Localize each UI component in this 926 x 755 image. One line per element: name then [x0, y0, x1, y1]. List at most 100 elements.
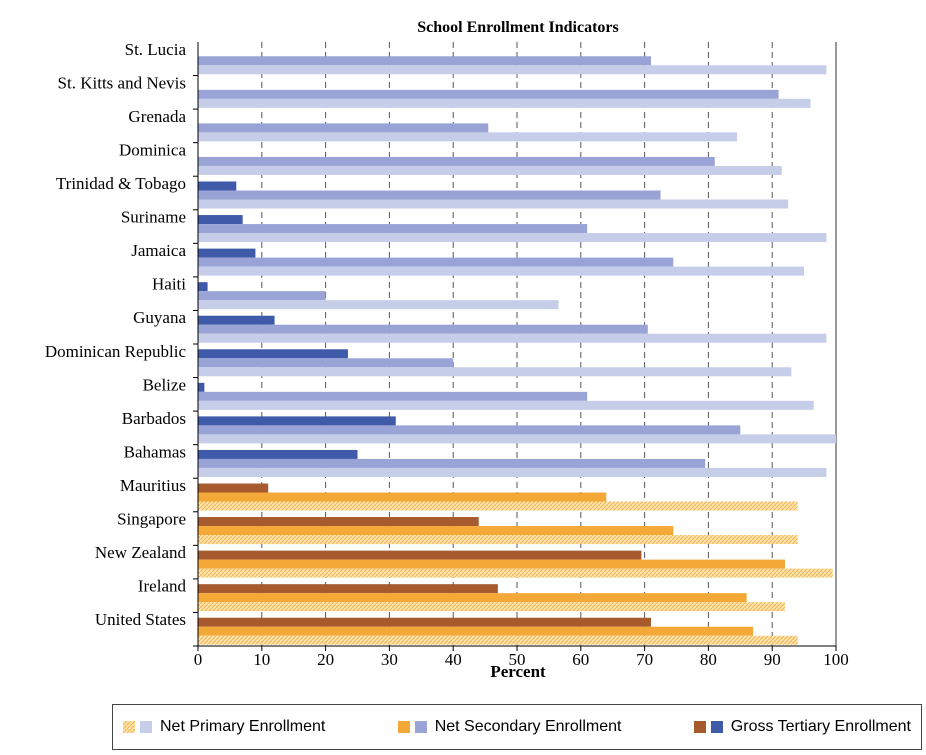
legend-swatch-secondary-comparison [397, 721, 410, 733]
legend-label-primary: Net Primary Enrollment [160, 718, 326, 735]
bar-secondary-1 [198, 89, 779, 99]
bar-tertiary-4 [198, 181, 237, 191]
bar-primary-15 [198, 568, 833, 578]
bar-tertiary-13 [198, 483, 269, 493]
category-label-0: St. Lucia [125, 40, 187, 59]
bar-secondary-9 [198, 358, 454, 368]
bar-primary-5 [198, 233, 827, 243]
bar-primary-14 [198, 535, 798, 545]
legend-label-secondary: Net Secondary Enrollment [434, 718, 622, 735]
x-tick-label-80: 80 [700, 650, 717, 669]
bar-secondary-7 [198, 291, 326, 301]
gridlines [261, 42, 837, 646]
bar-primary-7 [198, 300, 559, 310]
category-label-5: Suriname [121, 208, 186, 227]
bar-primary-6 [198, 266, 805, 276]
category-label-9: Dominican Republic [45, 342, 187, 361]
category-label-10: Belize [143, 375, 186, 394]
category-label-12: Bahamas [124, 442, 186, 461]
bar-secondary-3 [198, 156, 715, 166]
category-label-16: Ireland [138, 577, 187, 596]
axes [193, 42, 837, 651]
bar-primary-11 [198, 434, 836, 444]
legend-item-primary: Net Primary Enrollment [123, 718, 325, 736]
bar-secondary-15 [198, 559, 785, 569]
bar-secondary-10 [198, 391, 588, 401]
legend-swatch-secondary-caribbean [414, 721, 427, 733]
category-label-17: United States [95, 610, 186, 629]
bar-secondary-0 [198, 56, 651, 66]
x-tick-label-10: 10 [253, 650, 270, 669]
bar-secondary-11 [198, 425, 741, 435]
category-label-15: New Zealand [95, 543, 187, 562]
category-label-11: Barbados [122, 409, 186, 428]
legend-label-tertiary: Gross Tertiary Enrollment [730, 718, 911, 735]
bar-secondary-13 [198, 492, 607, 502]
chart-title: School Enrollment Indicators [417, 19, 619, 36]
bar-primary-0 [198, 65, 827, 75]
bar-tertiary-7 [198, 282, 208, 292]
legend-swatch-primary-comparison [123, 721, 135, 733]
x-tick-label-30: 30 [381, 650, 398, 669]
bar-tertiary-8 [198, 315, 275, 325]
bar-primary-17 [198, 635, 798, 645]
bar-tertiary-17 [198, 617, 651, 627]
x-axis-title: Percent [490, 662, 546, 681]
bar-primary-3 [198, 165, 782, 175]
bar-primary-16 [198, 602, 785, 612]
category-label-8: Guyana [133, 308, 186, 327]
bar-tertiary-12 [198, 449, 358, 459]
x-tick-label-20: 20 [317, 650, 334, 669]
x-tick-label-90: 90 [764, 650, 781, 669]
bar-secondary-14 [198, 526, 674, 536]
category-label-13: Mauritius [120, 476, 186, 495]
bar-tertiary-16 [198, 584, 498, 594]
chart: School Enrollment Indicators St. LuciaSt… [45, 19, 849, 681]
bar-tertiary-15 [198, 550, 642, 560]
category-labels: St. Lucia St. Kitts and Nevis Grenada Domin… [45, 40, 187, 629]
bar-primary-10 [198, 400, 814, 410]
bar-primary-8 [198, 333, 827, 343]
bar-primary-9 [198, 367, 792, 377]
x-tick-label-100: 100 [823, 650, 849, 669]
bars [198, 56, 836, 645]
x-tick-label-60: 60 [572, 650, 589, 669]
bar-primary-12 [198, 467, 827, 477]
bar-primary-4 [198, 199, 789, 209]
bar-tertiary-14 [198, 517, 479, 527]
x-tick-label-70: 70 [636, 650, 653, 669]
bar-secondary-16 [198, 593, 747, 603]
bar-tertiary-10 [198, 382, 205, 392]
bar-primary-1 [198, 98, 811, 108]
category-label-2: Grenada [128, 107, 186, 126]
bar-secondary-5 [198, 224, 588, 234]
category-label-4: Trinidad & Tobago [56, 174, 186, 193]
category-label-14: Singapore [117, 510, 186, 529]
bar-primary-2 [198, 132, 738, 142]
x-tick-label-50: 50 [509, 650, 526, 669]
category-label-3: Dominica [119, 140, 186, 159]
legend-swatch-tertiary-caribbean [710, 721, 723, 733]
legend-item-secondary: Net Secondary Enrollment [397, 718, 622, 736]
tick-labels: 0 10 20 30 40 50 60 70 80 90 100 [194, 650, 849, 669]
legend: Net Primary Enrollment Net Secondary Enr… [112, 704, 922, 750]
bar-secondary-2 [198, 123, 489, 133]
bar-primary-13 [198, 501, 798, 511]
bar-tertiary-6 [198, 248, 256, 258]
category-label-6: Jamaica [131, 241, 186, 260]
bar-secondary-6 [198, 257, 674, 267]
legend-item-tertiary: Gross Tertiary Enrollment [693, 718, 911, 736]
bar-secondary-8 [198, 324, 648, 334]
x-tick-label-40: 40 [445, 650, 462, 669]
bar-tertiary-5 [198, 215, 243, 225]
bar-secondary-12 [198, 458, 706, 468]
x-tick-label-0: 0 [194, 650, 203, 669]
legend-swatch-primary-caribbean [140, 721, 152, 733]
bar-secondary-4 [198, 190, 661, 200]
legend-swatch-tertiary-comparison [693, 721, 706, 733]
category-label-7: Haiti [152, 275, 186, 294]
category-label-1: St. Kitts and Nevis [58, 73, 186, 92]
bar-tertiary-9 [198, 349, 348, 359]
bar-tertiary-11 [198, 416, 396, 426]
bar-secondary-17 [198, 626, 754, 636]
